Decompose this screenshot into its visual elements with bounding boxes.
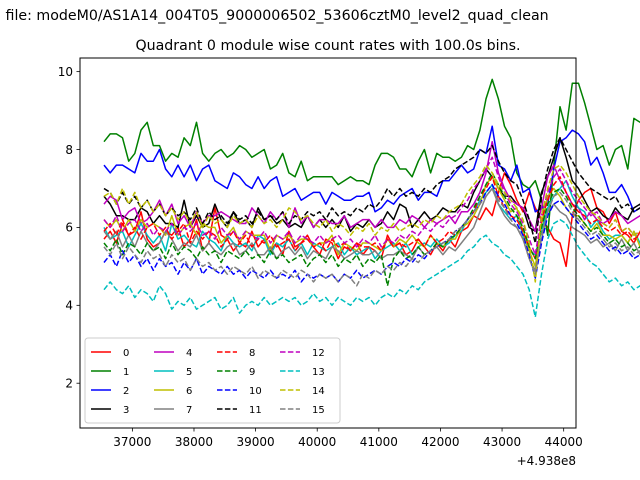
series-line-10 <box>103 183 640 283</box>
legend-label-10: 10 <box>249 386 262 397</box>
series-line-14 <box>103 164 640 283</box>
legend-label-8: 8 <box>249 348 255 359</box>
series-line-3 <box>103 137 640 233</box>
x-tick-label: 38000 <box>175 435 213 449</box>
x-tick-label: 37000 <box>113 435 151 449</box>
series-lines <box>103 78 640 318</box>
x-tick-label: 42000 <box>421 435 459 449</box>
series-line-12 <box>103 156 640 256</box>
legend-label-4: 4 <box>186 348 192 359</box>
legend-frame <box>84 337 341 424</box>
y-tick-label: 10 <box>58 65 73 79</box>
series-line-9 <box>103 172 640 287</box>
legend-label-14: 14 <box>312 386 325 397</box>
series-line-2 <box>103 125 640 213</box>
legend-label-6: 6 <box>186 386 192 397</box>
legend-label-7: 7 <box>186 405 192 416</box>
legend-label-11: 11 <box>249 405 262 416</box>
series-line-1 <box>103 78 640 236</box>
legend-label-13: 13 <box>312 367 325 378</box>
y-tick-label: 6 <box>65 221 73 235</box>
series-line-15 <box>103 187 640 287</box>
chart-title: Quadrant 0 module wise count rates with … <box>135 38 520 54</box>
x-tick-label: 43000 <box>483 435 521 449</box>
x-tick-label: 40000 <box>298 435 336 449</box>
legend-label-0: 0 <box>123 348 129 359</box>
y-tick-label: 2 <box>65 377 73 391</box>
x-tick-label: 41000 <box>360 435 398 449</box>
axes: 37000 38000 39000 40000 41000 42000 43000 44000… <box>58 65 583 449</box>
legend-label-1: 1 <box>123 367 129 378</box>
series-line-13 <box>103 218 640 318</box>
y-tick-label: 4 <box>65 299 73 313</box>
legend-label-15: 15 <box>312 405 325 416</box>
series-line-4 <box>103 140 640 233</box>
y-tick-label: 8 <box>65 143 73 157</box>
legend-label-9: 9 <box>249 367 255 378</box>
plot-frame <box>79 57 577 429</box>
series-line-11 <box>103 137 640 244</box>
legend-label-12: 12 <box>312 348 325 359</box>
series-line-5 <box>103 179 640 260</box>
legend-label-2: 2 <box>123 386 129 397</box>
x-tick-label: 39000 <box>237 435 275 449</box>
x-tick-label: 44000 <box>545 435 583 449</box>
figure-suptitle: n file: modeM0/AS1A14_004T05_9000006502_… <box>0 8 549 24</box>
legend-label-3: 3 <box>123 405 129 416</box>
series-line-8 <box>103 176 640 260</box>
legend-label-5: 5 <box>186 367 192 378</box>
x-offset-label: +4.938e8 <box>517 454 576 468</box>
